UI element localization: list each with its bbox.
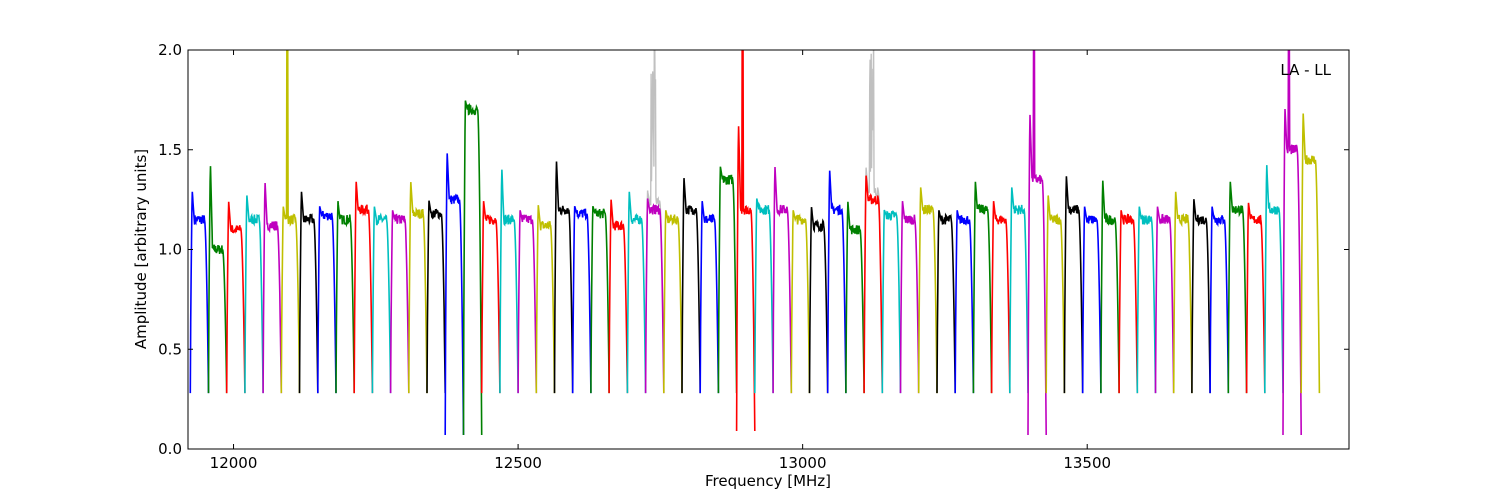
channel-line xyxy=(335,201,355,394)
channel-line xyxy=(317,206,337,394)
y-tick-label: 1.5 xyxy=(158,141,182,159)
plot-annotation: LA - LL xyxy=(1280,61,1331,79)
channel-line xyxy=(972,181,993,394)
channel-line xyxy=(1209,206,1230,394)
x-axis-title: Frequency [MHz] xyxy=(705,472,831,490)
channel-line xyxy=(590,205,610,394)
channel-line xyxy=(280,50,301,394)
channel-line xyxy=(1154,206,1175,394)
channel-line xyxy=(1264,165,1284,394)
channel-line xyxy=(1227,181,1248,394)
x-tick-label: 12000 xyxy=(210,454,258,472)
channel-line xyxy=(754,198,774,394)
channel-line xyxy=(244,195,264,394)
channel-line xyxy=(936,210,956,394)
channel-line xyxy=(499,169,519,394)
channel-line xyxy=(681,178,701,394)
channel-line xyxy=(262,182,283,394)
channel-line xyxy=(444,153,465,436)
channel-line xyxy=(207,166,228,394)
channel-line xyxy=(772,166,793,394)
channel-line xyxy=(845,201,865,394)
y-tick-label: 0.0 xyxy=(158,440,182,458)
channel-line xyxy=(189,191,210,394)
channel-line xyxy=(808,207,829,394)
channel-line xyxy=(553,161,574,394)
channel-line xyxy=(881,209,902,394)
channel-line xyxy=(1100,180,1120,394)
y-tick-label: 1.0 xyxy=(158,241,182,259)
channel-line xyxy=(990,201,1011,394)
x-tick-label: 13000 xyxy=(779,454,827,472)
channel-line xyxy=(353,181,374,394)
channel-line xyxy=(480,201,501,394)
x-tick-label: 12500 xyxy=(494,454,542,472)
channel-line xyxy=(790,210,811,394)
y-axis-title: Amplitude [arbitrary units] xyxy=(132,149,150,349)
channel-line xyxy=(571,205,592,394)
tick-layer: 12000 12500 13000 13500 0.0 0.5 1.0 1.5 2.0 xyxy=(158,41,1349,472)
channel-line xyxy=(462,100,483,436)
channel-line xyxy=(371,206,392,394)
channel-line xyxy=(608,199,629,394)
channel-line xyxy=(535,205,556,394)
channel-line xyxy=(1063,176,1084,394)
channel-line xyxy=(517,210,538,394)
channel-line xyxy=(1009,187,1029,394)
x-tick-label: 13500 xyxy=(1063,454,1111,472)
channel-line xyxy=(1081,206,1102,394)
channel-line xyxy=(1172,191,1193,394)
y-tick-label: 2.0 xyxy=(158,41,182,59)
series-layer xyxy=(189,50,1321,436)
channel-line xyxy=(954,210,975,394)
channel-line xyxy=(1027,50,1047,436)
channel-line xyxy=(298,191,319,394)
channel-line xyxy=(1136,206,1157,394)
channel-line xyxy=(717,166,738,394)
channel-line xyxy=(899,201,920,394)
channel-line xyxy=(663,210,683,394)
channel-line xyxy=(699,201,720,394)
y-tick-label: 0.5 xyxy=(158,340,182,358)
channel-line xyxy=(917,187,938,394)
channel-line xyxy=(408,182,428,394)
channel-line xyxy=(1245,202,1266,394)
channel-line xyxy=(389,210,410,394)
channel-line xyxy=(1118,210,1139,394)
channel-line xyxy=(644,198,665,394)
channel-line xyxy=(426,200,446,394)
channel-line xyxy=(1282,50,1302,436)
channel-line xyxy=(626,191,647,394)
channel-line xyxy=(1045,195,1066,394)
channel-line xyxy=(1300,113,1321,394)
channel-line xyxy=(1191,199,1211,394)
channel-line xyxy=(863,175,884,394)
channel-line xyxy=(826,170,847,394)
channel-line xyxy=(735,50,756,432)
channel-line xyxy=(225,201,246,394)
